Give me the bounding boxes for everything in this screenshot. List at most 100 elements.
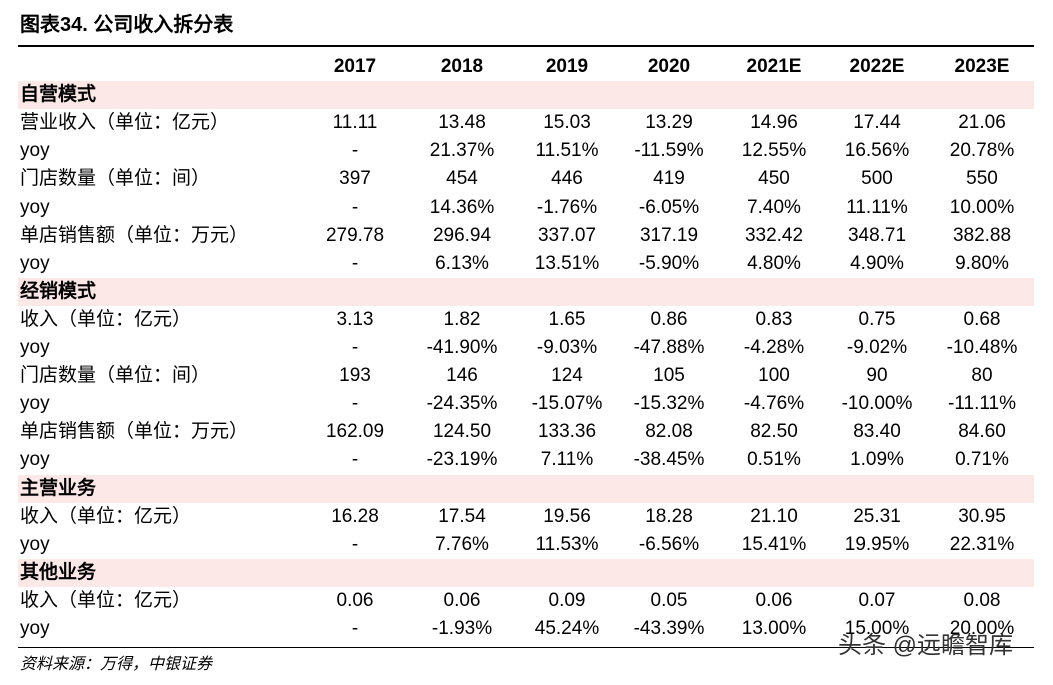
cell: -24.35% <box>426 393 498 415</box>
section-title: 主营业务 <box>20 477 97 499</box>
cell: 13.51% <box>534 252 600 274</box>
cell: 20.00% <box>949 618 1015 639</box>
row-label: 营业收入（单位：亿元） <box>20 112 230 134</box>
cell: 11.11% <box>846 196 908 218</box>
cell: -6.56% <box>638 533 700 555</box>
cell: -10.48% <box>946 337 1018 358</box>
row-label: yoy <box>20 337 50 358</box>
cell: 18.28 <box>645 505 693 527</box>
cell: 193 <box>339 365 371 387</box>
cell: 100 <box>758 365 790 387</box>
cell: 0.68 <box>963 308 1001 330</box>
cell: 19.56 <box>543 505 591 527</box>
cell: - <box>351 533 359 555</box>
cell: -15.07% <box>531 393 603 415</box>
cell: 0.51% <box>747 449 801 471</box>
title: 图表34. 公司收入拆分表 <box>20 14 234 36</box>
cell: 419 <box>653 168 685 190</box>
row-label: yoy <box>20 196 50 218</box>
cell: 90 <box>866 365 888 387</box>
column-header: 2017 <box>333 56 377 77</box>
cell: 1.82 <box>443 308 481 330</box>
cell: 6.13% <box>435 252 489 274</box>
cell: -15.32% <box>633 393 705 415</box>
cell: 19.95% <box>844 533 910 555</box>
cell: 82.08 <box>645 421 693 443</box>
row-label: yoy <box>20 533 50 555</box>
cell: 454 <box>446 168 478 190</box>
row-label: 单店销售额（单位：万元） <box>20 224 249 246</box>
cell: - <box>351 196 359 218</box>
cell: 397 <box>339 168 371 190</box>
cell: -4.76% <box>743 393 805 415</box>
cell: 0.06 <box>443 589 481 611</box>
cell: 550 <box>966 168 998 190</box>
cell: -38.45% <box>633 449 705 471</box>
column-header: 2020 <box>647 56 691 77</box>
cell: 21.10 <box>750 505 798 527</box>
cell: 3.13 <box>336 308 374 330</box>
cell: -9.02% <box>846 337 908 358</box>
cell: -1.93% <box>431 618 493 639</box>
row-label: yoy <box>20 449 50 471</box>
cell: - <box>351 618 359 639</box>
cell: 105 <box>653 365 685 387</box>
cell: 7.11% <box>540 449 594 471</box>
row-label: 单店销售额（单位：万元） <box>20 421 249 443</box>
section-title: 经销模式 <box>20 280 97 302</box>
cell: - <box>351 252 359 274</box>
cell: 7.76% <box>435 533 489 555</box>
row-label: 门店数量（单位：间） <box>20 168 211 190</box>
row-label: yoy <box>20 393 50 415</box>
cell: 0.71% <box>955 449 1009 471</box>
cell: -5.90% <box>638 252 700 274</box>
cell: 22.31% <box>949 533 1015 555</box>
cell: 1.09% <box>850 449 904 471</box>
cell: -6.05% <box>638 196 700 218</box>
cell: 17.54 <box>438 505 486 527</box>
cell: -41.90% <box>426 337 498 358</box>
row-label: yoy <box>20 618 50 639</box>
cell: 45.24% <box>534 618 600 639</box>
cell: -11.59% <box>634 140 704 162</box>
cell: 348.71 <box>847 224 907 246</box>
cell: -43.39% <box>633 618 705 639</box>
section-band <box>18 277 1034 306</box>
column-header: 2023E <box>954 56 1010 77</box>
cell: -11.11% <box>948 393 1016 415</box>
cell: 146 <box>446 365 478 387</box>
row-label: 门店数量（单位：间） <box>20 365 211 387</box>
cell: 15.03 <box>543 112 591 134</box>
cell: -23.19% <box>426 449 498 471</box>
cell: 11.11 <box>332 112 378 134</box>
cell: 14.36% <box>429 196 495 218</box>
cell: - <box>351 393 359 415</box>
cell: 0.83 <box>755 308 793 330</box>
cell: 16.28 <box>331 505 379 527</box>
cell: 1.65 <box>548 308 586 330</box>
bottom-rule <box>18 647 1034 648</box>
cell: 296.94 <box>432 224 492 246</box>
cell: 0.06 <box>755 589 793 611</box>
cell: 15.00% <box>844 618 910 639</box>
cell: 82.50 <box>750 421 798 443</box>
cell: 317.19 <box>639 224 699 246</box>
column-header: 2022E <box>849 56 905 77</box>
row-label: yoy <box>20 252 50 274</box>
watermark: 头条 @远瞻智库 <box>838 632 1014 659</box>
section-title: 自营模式 <box>20 84 97 106</box>
section-band <box>18 81 1034 110</box>
cell: 0.06 <box>336 589 374 611</box>
cell: -4.28% <box>743 337 805 358</box>
cell: 13.00% <box>741 618 807 639</box>
cell: -10.00% <box>841 393 913 415</box>
source: 资料来源：万得，中银证券 <box>20 656 213 673</box>
cell: 13.48 <box>438 112 486 134</box>
cell: 12.55% <box>741 140 807 162</box>
cell: 0.75 <box>858 308 896 330</box>
cell: 450 <box>758 168 790 190</box>
column-header: 2021E <box>746 56 802 77</box>
cell: 30.95 <box>958 505 1006 527</box>
cell: 10.00% <box>949 196 1015 218</box>
